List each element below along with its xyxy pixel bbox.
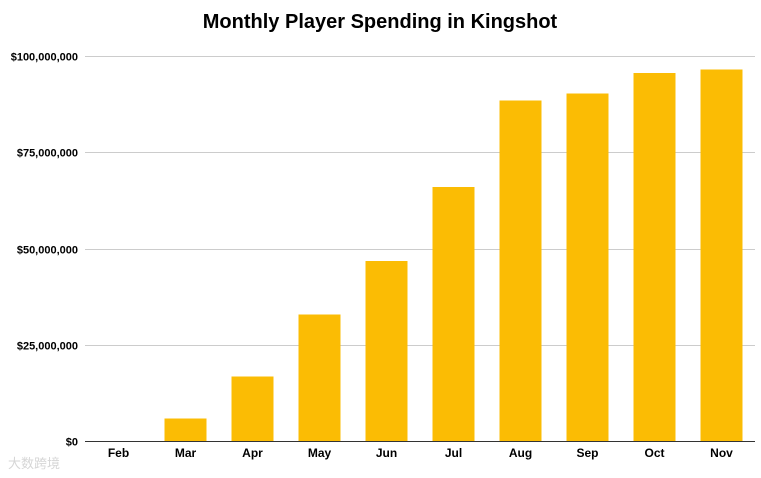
bar-jul xyxy=(432,186,475,441)
x-tick-label-may: May xyxy=(308,446,332,460)
bar-oct xyxy=(633,72,676,442)
watermark-text: 大数跨境 xyxy=(8,457,61,472)
x-tick-label-oct: Oct xyxy=(644,446,664,460)
x-tick-label-jun: Jun xyxy=(376,446,397,460)
bar-mar xyxy=(164,418,207,441)
y-tick-label: $25,000,000 xyxy=(17,341,78,353)
x-tick-label-jul: Jul xyxy=(445,446,462,460)
x-axis-tick-labels: Feb Mar Apr May Jun Jul Aug Sep Oct Nov xyxy=(108,446,733,460)
x-tick-label-mar: Mar xyxy=(175,446,197,460)
bar-may xyxy=(298,314,341,441)
bar-aug xyxy=(499,100,542,442)
y-axis-tick-labels: $0 $25,000,000 $50,000,000 $75,000,000 $100,… xyxy=(11,52,78,449)
y-tick-label: $75,000,000 xyxy=(17,148,78,160)
bar-apr xyxy=(231,376,274,441)
x-tick-label-feb: Feb xyxy=(108,446,129,460)
bars xyxy=(164,69,743,442)
bar-nov xyxy=(700,69,743,441)
x-tick-label-aug: Aug xyxy=(509,446,532,460)
bar-jun xyxy=(365,260,408,441)
y-tick-label: $50,000,000 xyxy=(17,245,78,257)
x-tick-label-sep: Sep xyxy=(576,446,598,460)
bar-sep xyxy=(566,93,609,441)
chart-title: Monthly Player Spending in Kingshot xyxy=(203,11,558,33)
x-tick-label-apr: Apr xyxy=(242,446,263,460)
x-tick-label-nov: Nov xyxy=(710,446,733,460)
y-tick-label: $100,000,000 xyxy=(11,52,78,64)
y-tick-label: $0 xyxy=(66,437,78,449)
